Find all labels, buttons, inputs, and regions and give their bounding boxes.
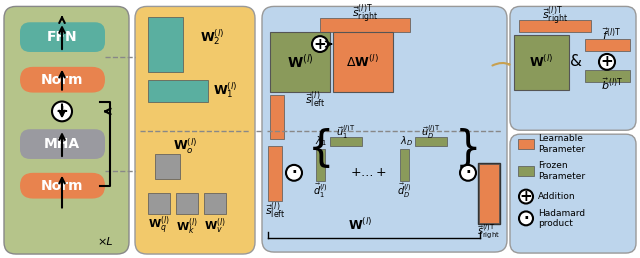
- FancyBboxPatch shape: [20, 129, 105, 159]
- Text: Hadamard
product: Hadamard product: [538, 209, 585, 228]
- Text: $\vec{s}_{\mathrm{left}}^{(l)}$: $\vec{s}_{\mathrm{left}}^{(l)}$: [265, 200, 285, 221]
- Circle shape: [52, 101, 72, 121]
- FancyBboxPatch shape: [20, 22, 105, 52]
- Text: {: {: [308, 128, 335, 170]
- Bar: [415, 137, 447, 146]
- Text: $\vec{u}_1^{(l)\mathrm{T}}$: $\vec{u}_1^{(l)\mathrm{T}}$: [336, 123, 356, 141]
- Bar: [514, 35, 569, 90]
- Text: $\mathbf{W}_v^{(l)}$: $\mathbf{W}_v^{(l)}$: [204, 216, 226, 236]
- Text: $+ \ldots +$: $+ \ldots +$: [349, 166, 387, 179]
- FancyBboxPatch shape: [262, 6, 507, 252]
- Bar: [479, 164, 499, 223]
- Bar: [518, 166, 534, 176]
- Text: $\vec{d}_D^{(l)}$: $\vec{d}_D^{(l)}$: [397, 181, 412, 200]
- Text: +: +: [520, 189, 532, 204]
- Bar: [155, 154, 180, 179]
- Bar: [400, 149, 409, 181]
- Text: $\vec{f}^{(l)\mathrm{T}}$: $\vec{f}^{(l)\mathrm{T}}$: [602, 26, 621, 42]
- Bar: [519, 20, 591, 32]
- Text: ·: ·: [465, 165, 471, 180]
- Circle shape: [519, 190, 533, 204]
- Bar: [270, 32, 330, 92]
- Bar: [478, 163, 500, 224]
- Bar: [204, 193, 226, 214]
- Text: +: +: [314, 37, 326, 52]
- FancyBboxPatch shape: [510, 134, 636, 253]
- Bar: [148, 80, 208, 101]
- Text: $\vec{d}_1^{(l)}$: $\vec{d}_1^{(l)}$: [312, 181, 328, 200]
- Bar: [316, 149, 325, 181]
- Text: $\vec{b}^{(l)\mathrm{T}}$: $\vec{b}^{(l)\mathrm{T}}$: [601, 76, 623, 92]
- Text: $\lambda_D$: $\lambda_D$: [400, 134, 413, 148]
- Text: MHA: MHA: [44, 137, 80, 151]
- Text: Frozen
Parameter: Frozen Parameter: [538, 161, 585, 181]
- Bar: [333, 32, 393, 92]
- Text: +: +: [56, 104, 68, 119]
- Bar: [585, 39, 630, 51]
- Text: $\Delta\mathbf{W}^{(l)}$: $\Delta\mathbf{W}^{(l)}$: [346, 54, 380, 70]
- Bar: [268, 146, 282, 200]
- Text: $\mathbf{W}_q^{(l)}$: $\mathbf{W}_q^{(l)}$: [148, 215, 170, 237]
- Bar: [518, 139, 534, 149]
- Text: ·: ·: [291, 165, 297, 180]
- Bar: [585, 70, 630, 82]
- Text: ·: ·: [523, 211, 529, 226]
- Text: $\mathbf{W}_2^{(l)}$: $\mathbf{W}_2^{(l)}$: [200, 27, 225, 47]
- Bar: [148, 193, 170, 214]
- Text: $\mathbf{W}^{(l)}$: $\mathbf{W}^{(l)}$: [287, 53, 314, 71]
- Bar: [270, 95, 284, 139]
- Text: $\vec{u}_D^{(l)\mathrm{T}}$: $\vec{u}_D^{(l)\mathrm{T}}$: [421, 123, 441, 141]
- Circle shape: [286, 165, 302, 181]
- Text: $\vec{s}_{\mathrm{right}}^{(l)\mathrm{T}}$: $\vec{s}_{\mathrm{right}}^{(l)\mathrm{T}…: [542, 5, 568, 28]
- FancyBboxPatch shape: [4, 6, 129, 254]
- Text: &: &: [570, 54, 582, 69]
- Text: +: +: [600, 54, 613, 69]
- Circle shape: [460, 165, 476, 181]
- Bar: [330, 137, 362, 146]
- Circle shape: [519, 212, 533, 225]
- Text: }: }: [455, 128, 481, 170]
- Text: $\mathbf{W}_o^{(l)}$: $\mathbf{W}_o^{(l)}$: [173, 136, 197, 156]
- Text: $\lambda_1$: $\lambda_1$: [315, 134, 327, 148]
- Text: Norm: Norm: [41, 73, 83, 87]
- FancyBboxPatch shape: [135, 6, 255, 254]
- Text: FFN: FFN: [47, 30, 77, 44]
- Bar: [320, 18, 410, 32]
- Bar: [176, 193, 198, 214]
- FancyBboxPatch shape: [510, 6, 636, 130]
- Circle shape: [312, 36, 328, 52]
- Text: $\vec{s}_{\mathrm{right}}^{(l)\mathrm{T}}$: $\vec{s}_{\mathrm{right}}^{(l)\mathrm{T}…: [477, 223, 500, 241]
- FancyBboxPatch shape: [20, 173, 105, 199]
- Text: Norm: Norm: [41, 179, 83, 193]
- Text: Addition: Addition: [538, 192, 575, 201]
- Text: $\mathbf{W}_1^{(l)}$: $\mathbf{W}_1^{(l)}$: [213, 81, 237, 100]
- Text: $\vec{s}_{\mathrm{right}}^{(l)\mathrm{T}}$: $\vec{s}_{\mathrm{right}}^{(l)\mathrm{T}…: [352, 3, 378, 26]
- Text: $\mathbf{W}^{(l)}$: $\mathbf{W}^{(l)}$: [348, 217, 372, 233]
- Text: $\vec{s}_{\mathrm{left}}^{(l)}$: $\vec{s}_{\mathrm{left}}^{(l)}$: [305, 89, 325, 110]
- Text: ×L: ×L: [97, 237, 113, 247]
- FancyArrowPatch shape: [492, 63, 509, 66]
- FancyBboxPatch shape: [20, 67, 105, 93]
- Circle shape: [599, 54, 615, 70]
- Text: $\mathbf{W}^{(l)}$: $\mathbf{W}^{(l)}$: [529, 54, 553, 70]
- Text: Learnable
Parameter: Learnable Parameter: [538, 134, 585, 154]
- Text: $\mathbf{W}_k^{(l)}$: $\mathbf{W}_k^{(l)}$: [176, 216, 198, 237]
- Bar: [148, 17, 183, 72]
